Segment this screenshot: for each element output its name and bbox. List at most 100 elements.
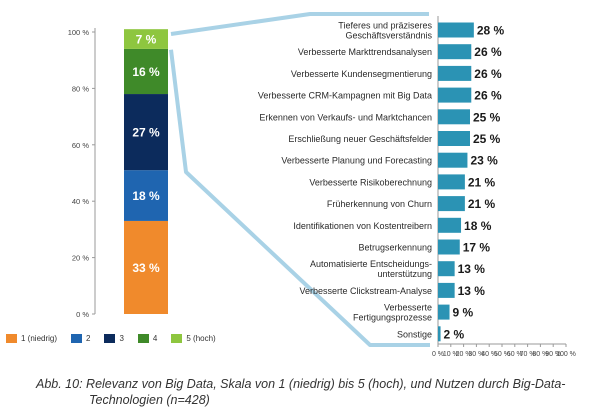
- legend-label-3: 3: [119, 334, 124, 343]
- legend-item-3: 3: [104, 334, 124, 343]
- hbar-value-label: 13 %: [458, 262, 486, 276]
- stack-segment-3: [124, 94, 168, 171]
- y-tick-label: 80 %: [72, 84, 89, 93]
- hbar-bar: [438, 22, 474, 38]
- hbar-category-label: Erschließung neuer Geschäftsfelder: [288, 134, 432, 144]
- hbar-category-label: Früherkennung von Churn: [327, 199, 432, 209]
- stack-value-label: 18 %: [132, 189, 160, 203]
- x-tick-label: 0 %: [432, 351, 444, 358]
- hbar-category-line: Erschließung neuer Geschäftsfelder: [288, 134, 432, 144]
- legend-item-5: 5 (hoch): [171, 334, 216, 343]
- hbar-category-line: Fertigungsprozesse: [353, 313, 432, 323]
- hbar-bar: [438, 44, 472, 60]
- legend-item-4: 4: [137, 334, 158, 343]
- hbar-category-line: Tieferes und präziseres: [338, 21, 432, 31]
- stack-value-label: 7 %: [136, 33, 157, 47]
- hbar-category-label: Betrugserkennung: [358, 243, 432, 253]
- hbar-category-line: Identifikationen von Kostentreibern: [293, 221, 432, 231]
- stack-value-label: 33 %: [132, 261, 160, 275]
- x-tick-label: 70 %: [520, 351, 536, 358]
- legend-label-1: 1 (niedrig): [21, 334, 58, 343]
- caption-line-1: Abb. 10: Relevanz von Big Data, Skala vo…: [36, 377, 566, 391]
- hbar-bar: [438, 261, 455, 277]
- hbar-category-label: Tieferes und präziseres Geschäftsverständ…: [338, 21, 432, 41]
- hbar-bar: [438, 152, 468, 168]
- hbar-category-line: Verbesserte Risikoberechnung: [309, 177, 432, 187]
- hbar-bar: [438, 217, 462, 233]
- hbar-bar: [438, 65, 472, 81]
- hbar-category-label: Verbesserte CRM-Kampagnen mit Big Data: [258, 91, 432, 101]
- hbar-value-label: 26 %: [474, 89, 502, 103]
- hbar-category-line: Verbesserte Clickstream-Analyse: [299, 286, 432, 296]
- hbar-value-label: 28 %: [477, 24, 505, 38]
- legend-label-5: 5 (hoch): [186, 334, 216, 343]
- hbar-value-label: 18 %: [464, 219, 492, 233]
- x-tick-label: 20 %: [456, 351, 472, 358]
- hbar-value-label: 17 %: [463, 241, 491, 255]
- hbar-category-label: Erkennen von Verkaufs- und Marktchancen: [259, 112, 432, 122]
- hbar-value-label: 26 %: [474, 45, 502, 59]
- hbar-bar: [438, 196, 465, 212]
- hbar-category-label: Verbesserte Fertigungsprozesse: [353, 303, 432, 323]
- y-tick-label: 0 %: [76, 310, 89, 319]
- hbar-category-label: Verbesserte Clickstream-Analyse: [299, 286, 432, 296]
- hbar-value-label: 13 %: [458, 284, 486, 298]
- hbar-bar: [438, 326, 441, 342]
- hbar-category-label: Verbesserte Kundensegmentierung: [291, 69, 432, 79]
- y-tick-label: 60 %: [72, 141, 89, 150]
- hbar-category-label: Verbesserte Markttrendsanalysen: [298, 47, 432, 57]
- hbar-category-line: Automatisierte Entscheidungs-: [310, 259, 432, 269]
- x-tick-label: 100 %: [556, 351, 576, 358]
- legend-swatch-5: [171, 334, 183, 343]
- hbar-category-line: Verbesserte Markttrendsanalysen: [298, 47, 432, 57]
- hbar-category-line: Betrugserkennung: [358, 243, 432, 253]
- figure-caption: Abb. 10: Relevanz von Big Data, Skala vo…: [36, 376, 596, 408]
- caption-line-2: Technologien (n=428): [89, 393, 210, 407]
- hbar-category-line: Verbesserte Kundensegmentierung: [291, 69, 432, 79]
- hbar-category-line: Verbesserte: [384, 303, 432, 313]
- y-tick-label: 40 %: [72, 197, 89, 206]
- legend-item-1: 1 (niedrig): [6, 334, 57, 343]
- connector-line-top: [170, 12, 429, 36]
- connector-line-bottom: [169, 49, 430, 347]
- legend-swatch-1: [6, 334, 17, 343]
- stack-segment-2: [124, 170, 168, 221]
- hbar-value-label: 25 %: [473, 132, 501, 146]
- hbar-category-label: Verbesserte Risikoberechnung: [309, 177, 432, 187]
- hbar-category-label: Automatisierte Entscheidungs-unterstützu…: [310, 259, 432, 279]
- legend-label-4: 4: [152, 334, 158, 343]
- chart-area: 0 %20 %40 %60 %80 %100 %33 %18 %27 %16 %…: [68, 12, 576, 358]
- x-tick-label: 90 %: [545, 351, 561, 358]
- hbar-bar: [438, 174, 465, 190]
- legend-swatch-2: [71, 334, 83, 343]
- stack-segment-1: [124, 220, 168, 314]
- hbar-value-label: 26 %: [474, 67, 502, 81]
- hbar-category-line: Früherkennung von Churn: [327, 199, 432, 209]
- stack-segment-5: [124, 29, 168, 49]
- hbar-value-label: 25 %: [473, 110, 501, 124]
- hbar-category-label: Verbesserte Planung und Forecasting: [281, 156, 432, 166]
- legend-item-2: 2: [71, 334, 90, 343]
- hbar-bar: [438, 304, 450, 320]
- hbar-bar: [438, 282, 455, 298]
- hbar-value-label: 2 %: [444, 327, 465, 341]
- stack-value-label: 27 %: [132, 126, 160, 140]
- stacked-bar-chart: 0 % 20 % 40 % 60 % 80 % 100 % 33 % 18 % 27 % 16 %…: [68, 28, 168, 319]
- legend-swatch-3: [104, 334, 116, 343]
- stack-segment-4: [124, 48, 168, 95]
- x-tick-label: 10 %: [443, 351, 459, 358]
- hbar-value-label: 23 %: [470, 154, 498, 168]
- hbar-value-label: 21 %: [468, 197, 496, 211]
- hbar-category-line: Sonstige: [397, 329, 432, 339]
- x-tick-label: 60 %: [507, 351, 523, 358]
- x-tick-label: 40 %: [481, 351, 497, 358]
- hbar-category-label: Identifikationen von Kostentreibern: [293, 221, 432, 231]
- x-tick-label: 50 %: [494, 351, 510, 358]
- hbar-value-label: 21 %: [468, 175, 496, 189]
- x-tick-label: 30 %: [468, 351, 484, 358]
- hbar-category-label: Sonstige: [397, 329, 432, 339]
- hbar-category-line: Verbesserte Planung und Forecasting: [281, 156, 432, 166]
- hbar-bar: [438, 87, 472, 103]
- x-tick-label: 80 %: [532, 351, 548, 358]
- hbar-category-line: Erkennen von Verkaufs- und Marktchancen: [259, 112, 432, 122]
